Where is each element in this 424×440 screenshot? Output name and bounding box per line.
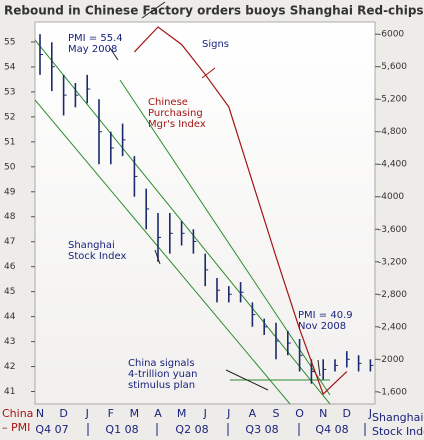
x-tick-label: N: [36, 407, 44, 420]
plot-area: [34, 21, 376, 405]
annotation: Purchasing: [148, 108, 203, 119]
y2-tick-label: -2,800: [378, 290, 407, 300]
annotation: PMI = 40.9: [298, 310, 353, 321]
y2-tick-label: -2000: [378, 355, 404, 365]
y-tick-label: 45: [4, 287, 15, 297]
y2-tick-label: -3,600: [378, 225, 407, 235]
x-tick-label: O: [295, 407, 304, 420]
x-tick-label: J: [203, 407, 207, 420]
x-tick-label: M: [177, 407, 187, 420]
y-tick-label: 42: [4, 362, 15, 372]
x-tick-label: J: [226, 407, 230, 420]
x-tick-label: M: [130, 407, 140, 420]
y-tick-label: 54: [4, 62, 16, 72]
channel-line: [119, 79, 331, 396]
y2-tick-label: -4000: [378, 192, 404, 202]
x-tick-label: J: [368, 407, 372, 420]
annotation: Chinese: [148, 97, 188, 108]
y2-tick-label: -3,200: [378, 257, 407, 267]
y-tick-label: 48: [4, 212, 16, 222]
y2-tick-label: -4,400: [378, 160, 407, 170]
quarter-label: Q4 07: [35, 423, 68, 436]
quarter-label: Q1 08: [105, 423, 138, 436]
annotation: PMI = 55.4: [68, 33, 123, 44]
y-tick-label: 52: [4, 112, 15, 122]
plot: [39, 26, 374, 396]
pointer: [109, 47, 119, 61]
y-tick-label: 49: [4, 187, 16, 197]
y-tick-label: 43: [4, 337, 15, 347]
pointer: [154, 249, 161, 265]
left-label: China: [2, 407, 33, 420]
annotation: Shanghai: [68, 240, 115, 251]
left-label: – PMI: [2, 421, 30, 434]
right-label: Stock Index: [372, 425, 424, 438]
y-tick-label: 47: [4, 237, 15, 247]
channel: [35, 39, 331, 404]
x-tick-label: A: [154, 407, 162, 420]
y-tick-label: 46: [4, 262, 16, 272]
x-tick-label: J: [85, 407, 89, 420]
y-tick-label: 55: [4, 37, 15, 47]
annotation: May 2008: [68, 44, 117, 55]
chart-title: Rebound in Chinese Factory orders buoys …: [4, 4, 424, 18]
y2-tick-label: -4,800: [378, 127, 407, 137]
annotation: China signals: [128, 358, 195, 369]
quarter-label: Q3 08: [245, 423, 278, 436]
pointer: [225, 369, 269, 391]
x-tick-label: S: [273, 407, 280, 420]
y-tick-label: 51: [4, 137, 15, 147]
pointer: [317, 359, 321, 377]
y-tick-label: 53: [4, 87, 15, 97]
annotation: stimulus plan: [128, 380, 195, 391]
y-tick-label: 41: [4, 387, 15, 397]
y2-tick-label: -6000: [378, 30, 404, 40]
y2-tick-label: -5,200: [378, 95, 407, 105]
y2-tick-label: -2,400: [378, 322, 407, 332]
quarter-label: Q2 08: [175, 423, 208, 436]
annotation: Nov 2008: [298, 321, 346, 332]
annotation: Mgr's Index: [148, 119, 206, 130]
channel-line: [35, 99, 291, 404]
pointer: [141, 1, 166, 19]
y-tick-label: 50: [4, 162, 16, 172]
x-tick-label: D: [343, 407, 351, 420]
annotation: Stock Index: [68, 251, 126, 262]
y2-tick-label: -5,600: [378, 62, 407, 72]
x-tick-label: D: [59, 407, 67, 420]
pmi-line: [133, 26, 348, 396]
y-tick-label: 44: [4, 312, 16, 322]
right-label: Shanghai: [372, 411, 423, 424]
y2-tick-label: -1,600: [378, 387, 407, 397]
quarter-separators: [87, 423, 366, 436]
x-tick-label: A: [249, 407, 257, 420]
annotation: 4-trillion yuan: [128, 369, 197, 380]
quarter-label: Q4 08: [315, 423, 348, 436]
x-tick-label: N: [319, 407, 327, 420]
channel-line: [35, 39, 331, 404]
pointer: [201, 67, 216, 79]
annotation: Signs: [202, 39, 229, 50]
x-tick-label: F: [108, 407, 114, 420]
